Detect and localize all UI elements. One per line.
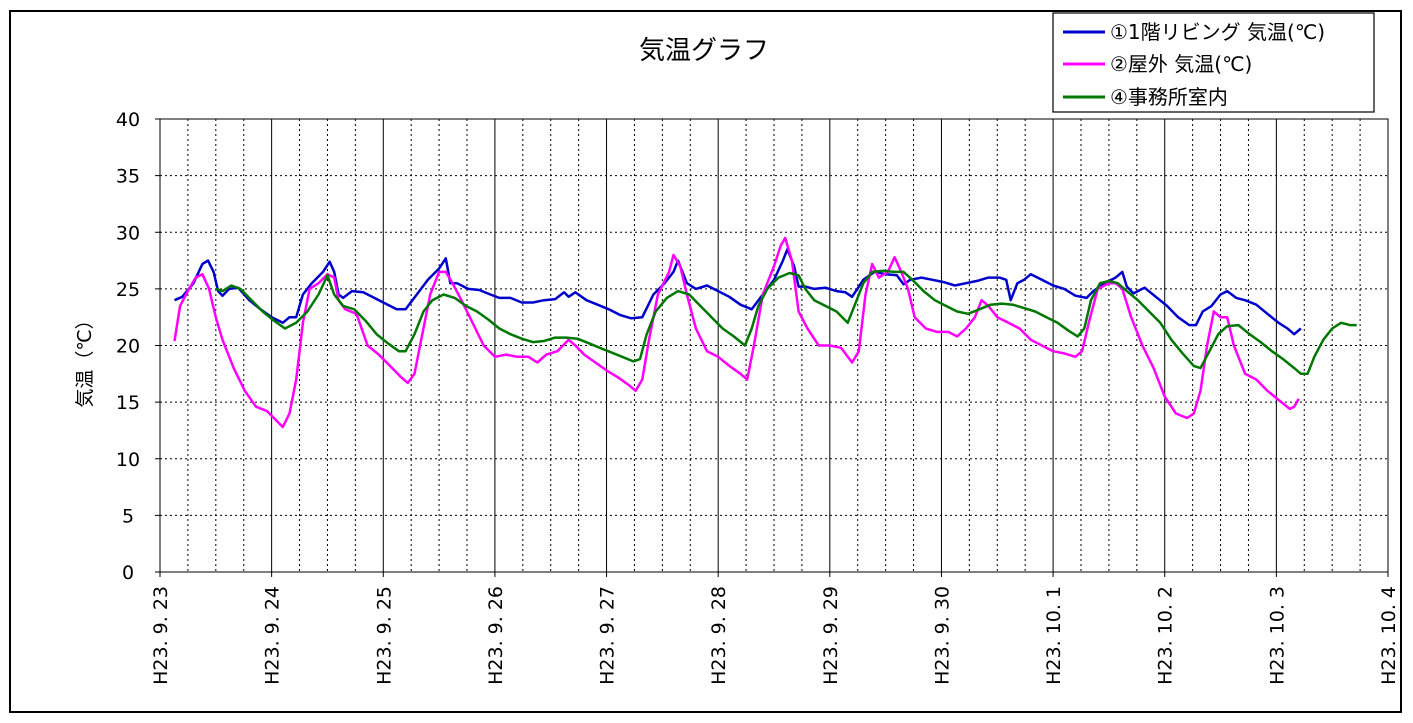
y-axis-label: 気温（℃）: [74, 310, 96, 407]
x-tick-label: H23. 10. 1: [1043, 586, 1065, 685]
y-tick-label: 35: [116, 166, 140, 188]
series-lines: [173, 236, 1357, 429]
legend-label-series-3: ④事務所室内: [1110, 85, 1228, 109]
legend: ①1階リビング 気温(℃) ②屋外 気温(℃) ④事務所室内: [1052, 12, 1375, 113]
x-tick-label: H23. 9. 24: [262, 586, 284, 685]
chart-frame: 気温グラフ 0 5 10 15 20 25 30 35 40 H23. 9. 23 H23. 9.…: [9, 10, 1402, 713]
y-tick-label: 40: [116, 109, 140, 131]
x-tick-label: H23. 9. 25: [373, 586, 395, 685]
x-tick-label: H23. 9. 26: [485, 586, 507, 685]
y-tick-label: 25: [116, 279, 140, 301]
y-tick-label: 20: [116, 336, 140, 358]
grid: [160, 119, 1388, 572]
legend-label-series-2: ②屋外 気温(℃): [1110, 52, 1252, 76]
x-tick-label: H23. 9. 23: [150, 586, 172, 685]
x-axis-ticks: H23. 9. 23 H23. 9. 24 H23. 9. 25 H23. 9. 26…: [150, 572, 1400, 685]
legend-box: [1052, 12, 1375, 113]
y-tick-label: 5: [122, 505, 134, 527]
x-tick-label: H23. 9. 28: [708, 586, 730, 685]
series-line-2: [173, 236, 1300, 429]
series-line-3: [215, 269, 1357, 376]
y-tick-label: 0: [122, 562, 134, 584]
x-tick-label: H23. 10. 3: [1266, 586, 1288, 685]
y-tick-label: 30: [116, 222, 140, 244]
x-tick-label: H23. 9. 30: [931, 586, 953, 685]
y-tick-label: 15: [116, 392, 140, 414]
x-tick-label: H23. 9. 29: [820, 586, 842, 685]
y-tick-label: 10: [116, 449, 140, 471]
x-tick-label: H23. 9. 27: [597, 586, 619, 685]
x-tick-label: H23. 10. 4: [1378, 586, 1400, 685]
chart-title: 気温グラフ: [639, 36, 769, 66]
y-axis-ticks: 0 5 10 15 20 25 30 35 40: [116, 109, 160, 584]
legend-label-series-1: ①1階リビング 気温(℃): [1110, 20, 1325, 44]
x-tick-label: H23. 10. 2: [1155, 586, 1177, 685]
